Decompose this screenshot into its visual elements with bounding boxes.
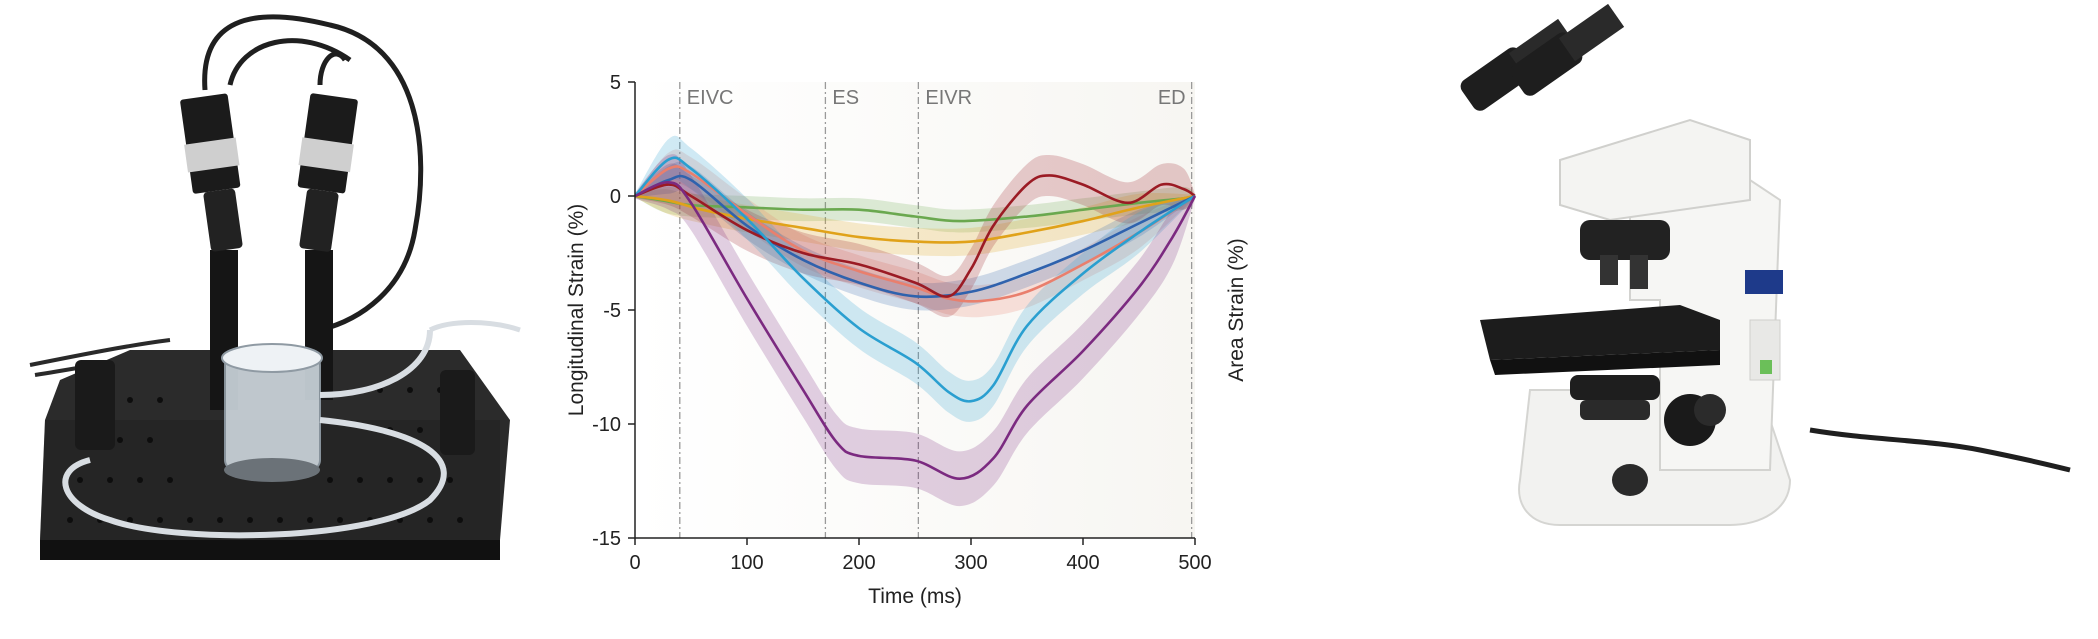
band-purple <box>635 154 1195 507</box>
series-light-blue <box>634 156 1196 403</box>
x-tick-label: 400 <box>1066 552 1099 574</box>
x-tick-label: 300 <box>954 552 987 574</box>
x-tick-label: 200 <box>842 552 875 574</box>
series-purple <box>634 181 1197 481</box>
axes: 5 0 -5 -10 -15 0 100 200 300 400 500 <box>592 72 1212 574</box>
series-blue <box>634 174 1196 299</box>
y-axis-label-right: Area Strain (%) <box>1225 238 1248 382</box>
y-axis-label: Longitudinal Strain (%) <box>565 204 588 416</box>
series-pink <box>634 165 1196 303</box>
event-label: ED <box>1158 87 1186 109</box>
series-orange <box>634 194 1196 244</box>
x-tick-label: 0 <box>629 552 640 574</box>
y-tick-label: -5 <box>603 300 621 322</box>
band-blue <box>635 161 1195 311</box>
band-dark-red <box>635 154 1195 318</box>
series-lines <box>634 156 1197 481</box>
band-orange <box>635 186 1195 257</box>
x-axis-label: Time (ms) <box>868 585 962 608</box>
event-label: EIVC <box>687 87 734 109</box>
band-pink <box>635 149 1195 318</box>
band-light-blue <box>635 135 1195 422</box>
y-tick-label: -10 <box>592 414 621 436</box>
y-tick-label: 5 <box>610 72 621 94</box>
strain-chart: EIVC ES EIVR ED 5 0 -5 -10 -15 0 100 200 300 400 500 … <box>540 0 1320 634</box>
event-label: EIVR <box>925 87 972 109</box>
x-tick-label: 100 <box>730 552 763 574</box>
y-tick-label: -15 <box>592 528 621 550</box>
confidence-bands <box>635 135 1195 507</box>
plot-area <box>635 82 1195 538</box>
series-dark-red <box>634 174 1196 298</box>
event-label: ES <box>832 87 859 109</box>
microscope-photo <box>1330 0 2098 634</box>
y-tick-label: 0 <box>610 186 621 208</box>
band-green <box>635 186 1195 233</box>
x-tick-label: 500 <box>1178 552 1211 574</box>
camera-rig-photo <box>0 0 540 634</box>
